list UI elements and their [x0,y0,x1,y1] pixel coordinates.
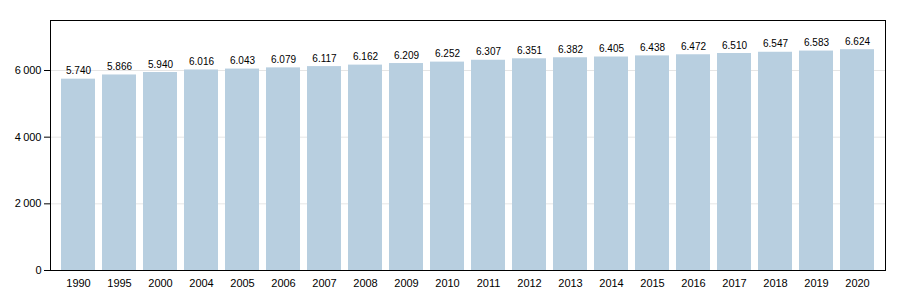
svg-text:2013: 2013 [558,277,582,289]
svg-text:6.117: 6.117 [312,53,337,64]
svg-text:2009: 2009 [394,277,418,289]
svg-text:6.351: 6.351 [517,45,542,56]
svg-text:1995: 1995 [107,277,131,289]
svg-text:6.162: 6.162 [353,51,378,62]
svg-text:6.472: 6.472 [681,41,706,52]
svg-text:5.866: 5.866 [107,61,132,72]
svg-text:2008: 2008 [353,277,377,289]
svg-text:6.209: 6.209 [394,50,419,61]
svg-text:5.740: 5.740 [66,65,91,76]
svg-text:6.252: 6.252 [435,48,460,59]
svg-text:6.043: 6.043 [230,55,255,66]
svg-text:2 000: 2 000 [15,197,42,209]
svg-text:6.583: 6.583 [804,37,829,48]
svg-text:2018: 2018 [763,277,787,289]
svg-text:6.079: 6.079 [271,54,296,65]
svg-text:2012: 2012 [517,277,541,289]
svg-text:6.405: 6.405 [599,43,624,54]
svg-text:6.438: 6.438 [640,42,665,53]
svg-text:2006: 2006 [271,277,295,289]
svg-text:6.624: 6.624 [845,36,870,47]
svg-text:2004: 2004 [189,277,213,289]
svg-text:6.382: 6.382 [558,44,583,55]
svg-text:2017: 2017 [722,277,746,289]
svg-text:2011: 2011 [477,277,501,289]
svg-text:2005: 2005 [230,277,254,289]
svg-text:6.016: 6.016 [189,56,214,67]
svg-text:2010: 2010 [435,277,459,289]
svg-text:2016: 2016 [681,277,705,289]
svg-text:2000: 2000 [148,277,172,289]
svg-text:0: 0 [35,264,41,276]
svg-text:2015: 2015 [640,277,664,289]
svg-text:6 000: 6 000 [15,64,42,76]
svg-text:2014: 2014 [599,277,623,289]
svg-text:6.307: 6.307 [476,46,501,57]
svg-text:4 000: 4 000 [15,131,42,143]
svg-text:2007: 2007 [312,277,336,289]
svg-text:5.940: 5.940 [148,59,173,70]
svg-text:6.510: 6.510 [722,40,747,51]
svg-text:2020: 2020 [845,277,869,289]
svg-text:2019: 2019 [804,277,828,289]
svg-text:1990: 1990 [66,277,90,289]
svg-text:6.547: 6.547 [763,38,788,49]
